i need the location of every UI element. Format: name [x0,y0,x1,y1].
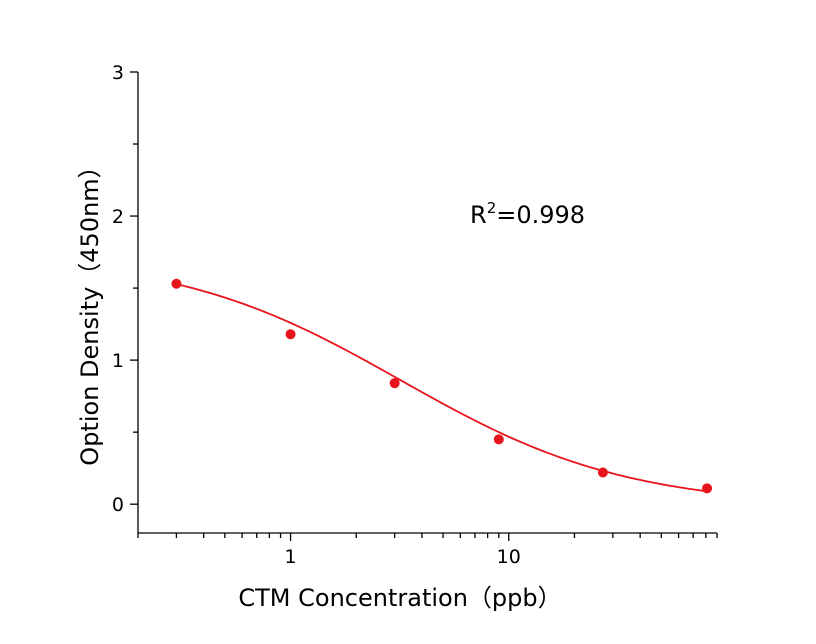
r-squared-base: R [470,201,487,229]
data-point-4 [493,434,504,445]
y-tick-label: 2 [112,206,124,228]
y-tick-label: 1 [112,350,124,372]
x-tick-label: 10 [497,546,521,568]
data-point-2 [285,329,296,340]
fit-curve [176,283,708,493]
r-squared-superscript: 2 [487,199,497,217]
fit-curve-layer [176,283,708,493]
y-tick-label: 3 [112,62,124,84]
r-squared-annotation: R2=0.998 [470,199,585,229]
x-tick-label: 1 [284,546,296,568]
data-point-3 [389,378,400,389]
data-point-5 [597,467,608,478]
axes: 0 1 2 3 1 10 [112,62,718,568]
data-point-1 [171,278,182,289]
data-point-6 [702,483,713,494]
y-tick-label: 0 [112,494,124,516]
y-axis-title: Option Density（450nm） [76,154,104,465]
r-squared-value: =0.998 [496,201,585,229]
data-points [171,278,713,494]
x-axis-title: CTM Concentration（ppb） [238,584,561,612]
